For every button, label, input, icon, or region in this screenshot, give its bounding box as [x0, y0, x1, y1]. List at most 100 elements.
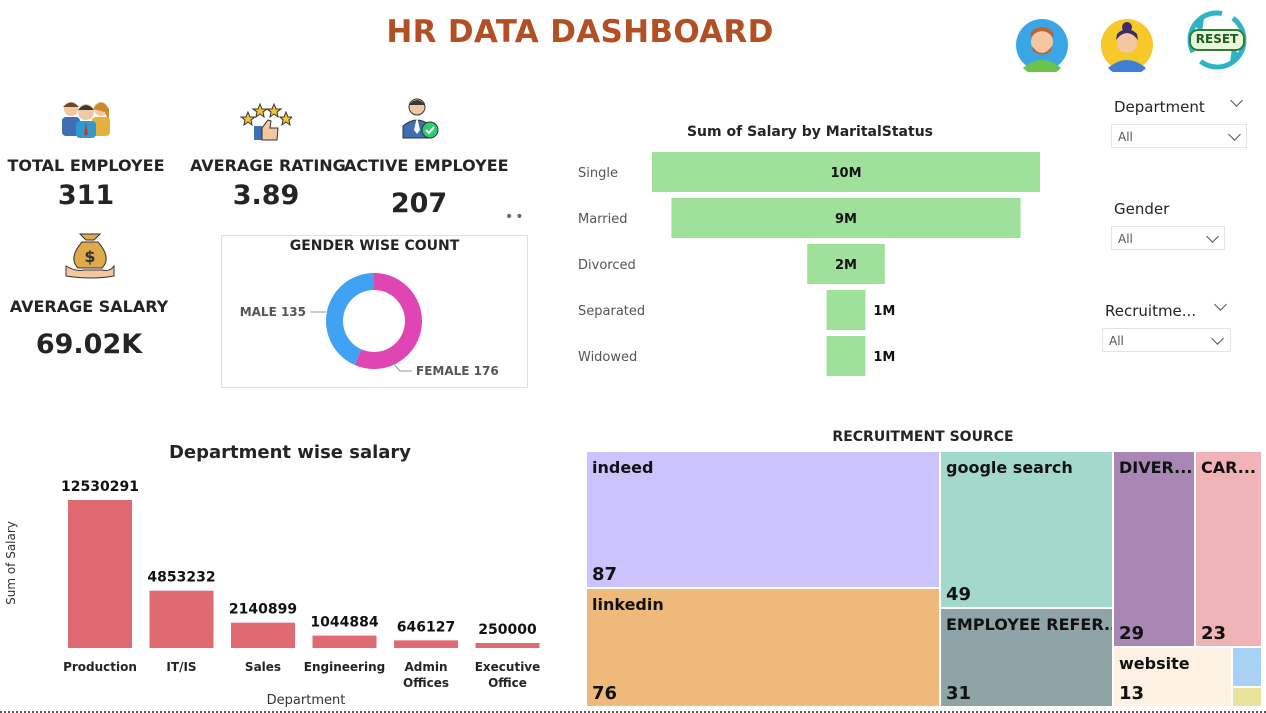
recruitment-collapse-icon[interactable]	[1214, 298, 1227, 311]
marital-chart-title: Sum of Salary by MaritalStatus	[686, 124, 934, 140]
treemap-cell-label: website	[1119, 654, 1190, 673]
department-slicer-value: All	[1118, 130, 1133, 144]
bar-executive-office	[475, 643, 540, 648]
bar-data-label: 250000	[478, 622, 537, 638]
donut-leader-line-female	[393, 363, 412, 372]
treemap-cell-value: 49	[946, 584, 972, 605]
active-employee-label: ACTIVE EMPLOYEE	[344, 156, 509, 175]
bar-data-label: 12530291	[61, 479, 139, 495]
department-slicer-dropdown[interactable]: All	[1111, 124, 1247, 148]
active-employee-icon	[402, 98, 439, 139]
department-collapse-icon[interactable]	[1230, 94, 1243, 107]
treemap-cell-linkedin: linkedin 76	[586, 588, 940, 707]
treemap-cell-value: 29	[1119, 623, 1145, 644]
bar-data-label: 646127	[397, 619, 455, 635]
bar-category-label: Sales	[245, 660, 281, 674]
reset-button[interactable]: RESET	[1184, 8, 1250, 72]
treemap-cell-value: 76	[592, 683, 618, 704]
department-chart-title: Department wise salary	[168, 442, 412, 463]
bar-category-label: Admin	[404, 660, 447, 674]
funnel-data-label: 1M	[873, 350, 895, 365]
treemap-cell-label: indeed	[592, 458, 654, 477]
recruitment-slicer-value: All	[1109, 334, 1124, 348]
donut-slice-male	[326, 273, 374, 365]
bar-data-label: 2140899	[229, 602, 297, 618]
x-axis-title: Department	[267, 693, 346, 708]
funnel-data-label: 1M	[873, 304, 895, 319]
bar-production	[68, 500, 132, 648]
bar-engineering	[312, 635, 377, 648]
recruitment-chart-title: RECRUITMENT SOURCE	[832, 429, 1014, 445]
male-avatar-icon[interactable]	[1015, 18, 1069, 72]
treemap-cell-indeed: indeed 87	[586, 451, 940, 588]
treemap-cell-value: 13	[1119, 683, 1145, 704]
funnel-category-label: Single	[578, 166, 618, 181]
reset-icon	[1187, 10, 1247, 70]
treemap-cell-car: CAR... 23	[1195, 451, 1262, 647]
rating-icon	[240, 102, 292, 141]
treemap-cell-value: 23	[1201, 623, 1227, 644]
treemap-cell-label: google search	[946, 458, 1073, 477]
bar-it-is	[149, 590, 214, 648]
funnel-category-label: Separated	[578, 304, 645, 319]
treemap-cell-value: 87	[592, 564, 618, 585]
treemap-cell-value: 31	[946, 683, 972, 704]
treemap-cell-label: DIVER...	[1119, 458, 1193, 477]
total-employee-value: 311	[57, 180, 115, 211]
svg-text:$: $	[84, 247, 95, 266]
reset-label: RESET	[1195, 32, 1239, 46]
treemap-cell-label: EMPLOYEE REFER...	[946, 615, 1113, 634]
chevron-down-icon	[1206, 230, 1219, 243]
bar-admin-offices	[394, 640, 458, 648]
recruitment-treemap: indeed 87 linkedin 76 google search 49 EMPLOYE…	[586, 451, 1262, 707]
average-rating-label: AVERAGE RATING	[190, 156, 346, 175]
bar-data-label: 4853232	[147, 570, 215, 586]
gender-chart-card: GENDER WISE COUNT MALE 135 FEMALE 176	[221, 235, 528, 388]
bar-category-label: Office	[488, 676, 527, 690]
active-employee-value: 207	[390, 188, 448, 219]
marital-salary-funnel-chart: Single 10M Married 9M Divorced 2M Separated 1M W…	[578, 152, 1040, 376]
page-title: HR DATA DASHBOARD	[386, 14, 774, 50]
funnel-bar-widowed	[826, 336, 866, 376]
treemap-cell-label: linkedin	[592, 595, 664, 614]
department-slicer-title: Department	[1114, 98, 1205, 116]
funnel-data-label: 9M	[835, 212, 857, 227]
treemap-cell-diver: DIVER... 29	[1113, 451, 1195, 647]
chevron-down-icon	[1211, 332, 1224, 345]
funnel-category-label: Married	[578, 212, 628, 227]
chevron-down-icon	[1228, 128, 1241, 141]
funnel-bar-separated	[826, 290, 866, 330]
bottom-divider	[0, 711, 1266, 713]
funnel-bar-single	[652, 152, 1040, 192]
more-options-icon[interactable]: ••	[505, 209, 526, 225]
recruitment-slicer-dropdown[interactable]: All	[1102, 328, 1231, 352]
funnel-data-label: 10M	[830, 166, 861, 181]
donut-slice-female	[354, 273, 422, 369]
recruitment-slicer-title: Recruitme...	[1105, 302, 1197, 320]
female-avatar-icon[interactable]	[1100, 18, 1154, 72]
treemap-cell-website: website 13	[1113, 647, 1232, 707]
total-employee-label: TOTAL EMPLOYEE	[7, 156, 165, 175]
bar-category-label: IT/IS	[166, 660, 196, 674]
gender-chart-title: GENDER WISE COUNT	[289, 238, 460, 254]
average-salary-value: 69.02K	[35, 329, 143, 360]
treemap-cell-employee-refer: EMPLOYEE REFER... 31	[940, 608, 1113, 707]
bar-category-label: Offices	[403, 676, 449, 690]
treemap-cell	[1232, 647, 1262, 687]
gender-slicer-title: Gender	[1114, 200, 1170, 218]
gender-slicer-value: All	[1118, 232, 1133, 246]
average-rating-value: 3.89	[232, 180, 300, 211]
salary-bag-icon: $	[65, 233, 115, 279]
donut-label-male: MALE 135	[240, 305, 306, 319]
bar-sales	[231, 622, 295, 648]
funnel-data-label: 2M	[835, 258, 857, 273]
treemap-cell-google-search: google search 49	[940, 451, 1113, 608]
treemap-cell	[1232, 687, 1262, 707]
funnel-bar-married	[671, 198, 1021, 238]
bar-category-label: Engineering	[304, 660, 385, 674]
department-salary-bar-chart: 12530291 Production 4853232 IT/IS 2140899 Sal…	[4, 479, 540, 708]
gender-slicer-dropdown[interactable]: All	[1111, 226, 1225, 250]
donut-label-female: FEMALE 176	[416, 364, 499, 378]
treemap-cell-label: CAR...	[1201, 458, 1256, 477]
y-axis-title: Sum of Salary	[4, 521, 18, 605]
